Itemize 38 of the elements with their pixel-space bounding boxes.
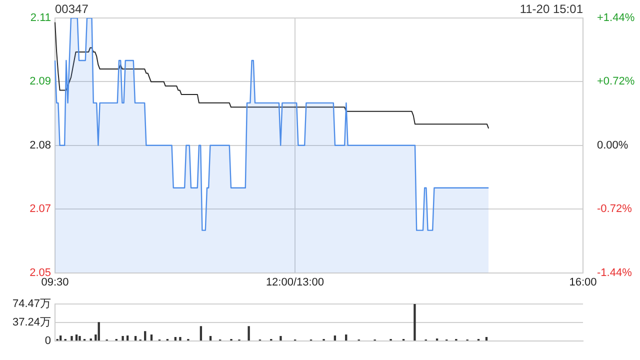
bar — [334, 336, 336, 341]
y-tick-label: 2.09 — [30, 76, 51, 88]
bar — [70, 336, 73, 341]
bar — [200, 326, 202, 341]
y-tick-label: 37.24万 — [12, 316, 51, 328]
y2-tick-label: 0.00% — [597, 139, 628, 152]
bar — [78, 336, 81, 341]
y-tick-label: 0 — [44, 334, 51, 347]
y-tick-label: 2.05 — [30, 266, 51, 279]
bar — [179, 337, 182, 341]
bar — [414, 304, 416, 341]
y-tick-label: 2.07 — [30, 203, 51, 216]
y2-tick-label: +0.72% — [597, 76, 635, 88]
bar — [280, 336, 282, 341]
x-tick-label: 09:30 — [41, 276, 69, 288]
y2-tick-label: -1.44% — [597, 266, 632, 279]
y2-tick-label: -0.72% — [597, 203, 632, 216]
bar — [98, 322, 100, 341]
chart-title: 00347 — [55, 2, 88, 16]
y-tick-label: 74.47万 — [12, 298, 51, 310]
bar — [60, 336, 62, 341]
bar — [174, 337, 177, 341]
chart-subtitle: 11-20 15:01 — [520, 2, 583, 16]
bar — [209, 336, 212, 341]
bar — [485, 337, 488, 341]
y-tick-label: 2.08 — [30, 139, 51, 152]
bar — [248, 326, 250, 341]
bar — [144, 331, 146, 341]
x-tick-label: 16:00 — [569, 276, 597, 288]
bar — [345, 334, 348, 341]
y2-tick-label: +1.44% — [597, 12, 635, 24]
x-tick-label: 12:00/13:00 — [266, 276, 324, 288]
y-tick-label: 2.11 — [30, 12, 51, 24]
bar — [126, 336, 129, 341]
bar — [75, 334, 78, 341]
bar — [150, 334, 153, 341]
bar — [134, 336, 137, 341]
bar — [122, 336, 124, 341]
